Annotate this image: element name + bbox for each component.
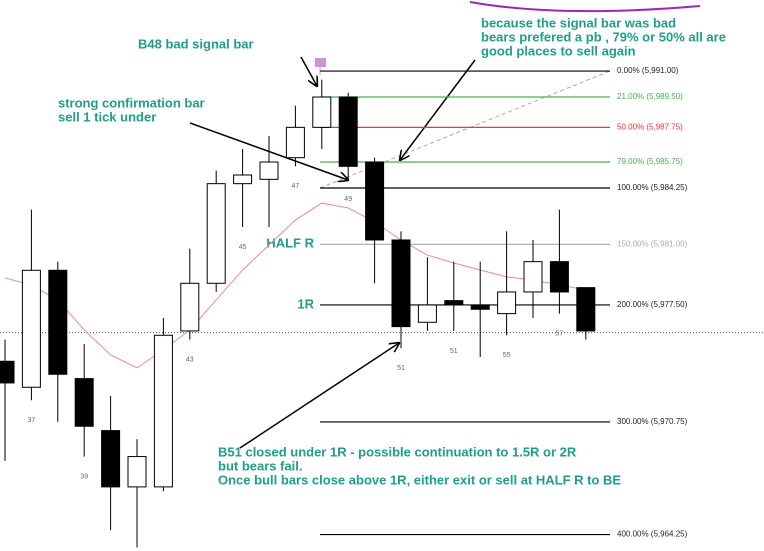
bar-number: 39 [80, 473, 88, 480]
fib-label: 21.00% (5,989.50) [617, 92, 683, 101]
annotation: B51 closed under 1R - possible continuat… [218, 444, 577, 459]
candle-body [470, 304, 490, 310]
arrow [300, 56, 317, 86]
bar-number: 47 [292, 183, 300, 190]
bar-number: 51 [397, 365, 405, 372]
candle-body [48, 269, 68, 375]
moving-average [4, 202, 586, 369]
fib-label: 100.00% (5,984.25) [617, 183, 688, 192]
level-tag: 1R [297, 296, 314, 311]
candle-body [21, 269, 41, 388]
fib-label: 79.00% (5,985.75) [617, 157, 683, 166]
annotation: good places to sell again [481, 43, 636, 58]
annotation: bears prefered a pb , 79% or 50% all are [481, 29, 726, 44]
bar-number: 57 [556, 330, 564, 337]
candle-body [233, 174, 253, 185]
fib-label: 150.00% (5,981.00) [617, 239, 688, 248]
fib-label: 200.00% (5,977.50) [617, 300, 688, 309]
candle-body [497, 291, 517, 315]
fib-trend-line [319, 70, 611, 189]
fib-label: 300.00% (5,970.75) [617, 417, 688, 426]
candle-body [101, 430, 121, 488]
candle-body [338, 96, 358, 167]
annotation: sell 1 tick under [58, 109, 156, 124]
candle-body [576, 287, 596, 332]
bar-number: 43 [186, 356, 194, 363]
candle-body [180, 282, 200, 332]
fib-label: 0.00% (5,991.00) [617, 66, 679, 75]
candle-body [74, 378, 94, 427]
annotation: because the signal bar was bad [481, 15, 676, 30]
annotation: but bears fail. [218, 458, 303, 473]
fib-label: 50.00% (5,987.75) [617, 122, 683, 131]
bar-number: 55 [503, 352, 511, 359]
arrow [400, 59, 476, 160]
marker-box [315, 58, 326, 67]
candle-body [259, 161, 279, 180]
candle-body [206, 183, 226, 284]
bar-number: 51 [450, 348, 458, 355]
bar-number: 49 [344, 196, 352, 203]
bar-number: 37 [28, 417, 36, 424]
candle-body [444, 300, 464, 306]
candle-body [549, 261, 569, 293]
candle-body [365, 161, 385, 241]
candle-body [312, 96, 332, 128]
candle-body [391, 239, 411, 328]
candle-body [285, 126, 305, 159]
annotation: Once bull bars close above 1R, either ex… [218, 472, 621, 487]
candle-body [127, 456, 147, 488]
annotation: B48 bad signal bar [138, 36, 254, 51]
candle-body [523, 261, 543, 293]
candle-body [153, 334, 173, 488]
level-tag: HALF R [266, 236, 314, 251]
annotation: strong confirmation bar [58, 95, 205, 110]
arrow [239, 343, 399, 449]
drawing-curve [469, 1, 701, 13]
candle-body [0, 360, 15, 384]
bar-number: 45 [239, 244, 247, 251]
candle-body [417, 304, 437, 323]
fib-label: 400.00% (5,964.25) [617, 530, 688, 539]
